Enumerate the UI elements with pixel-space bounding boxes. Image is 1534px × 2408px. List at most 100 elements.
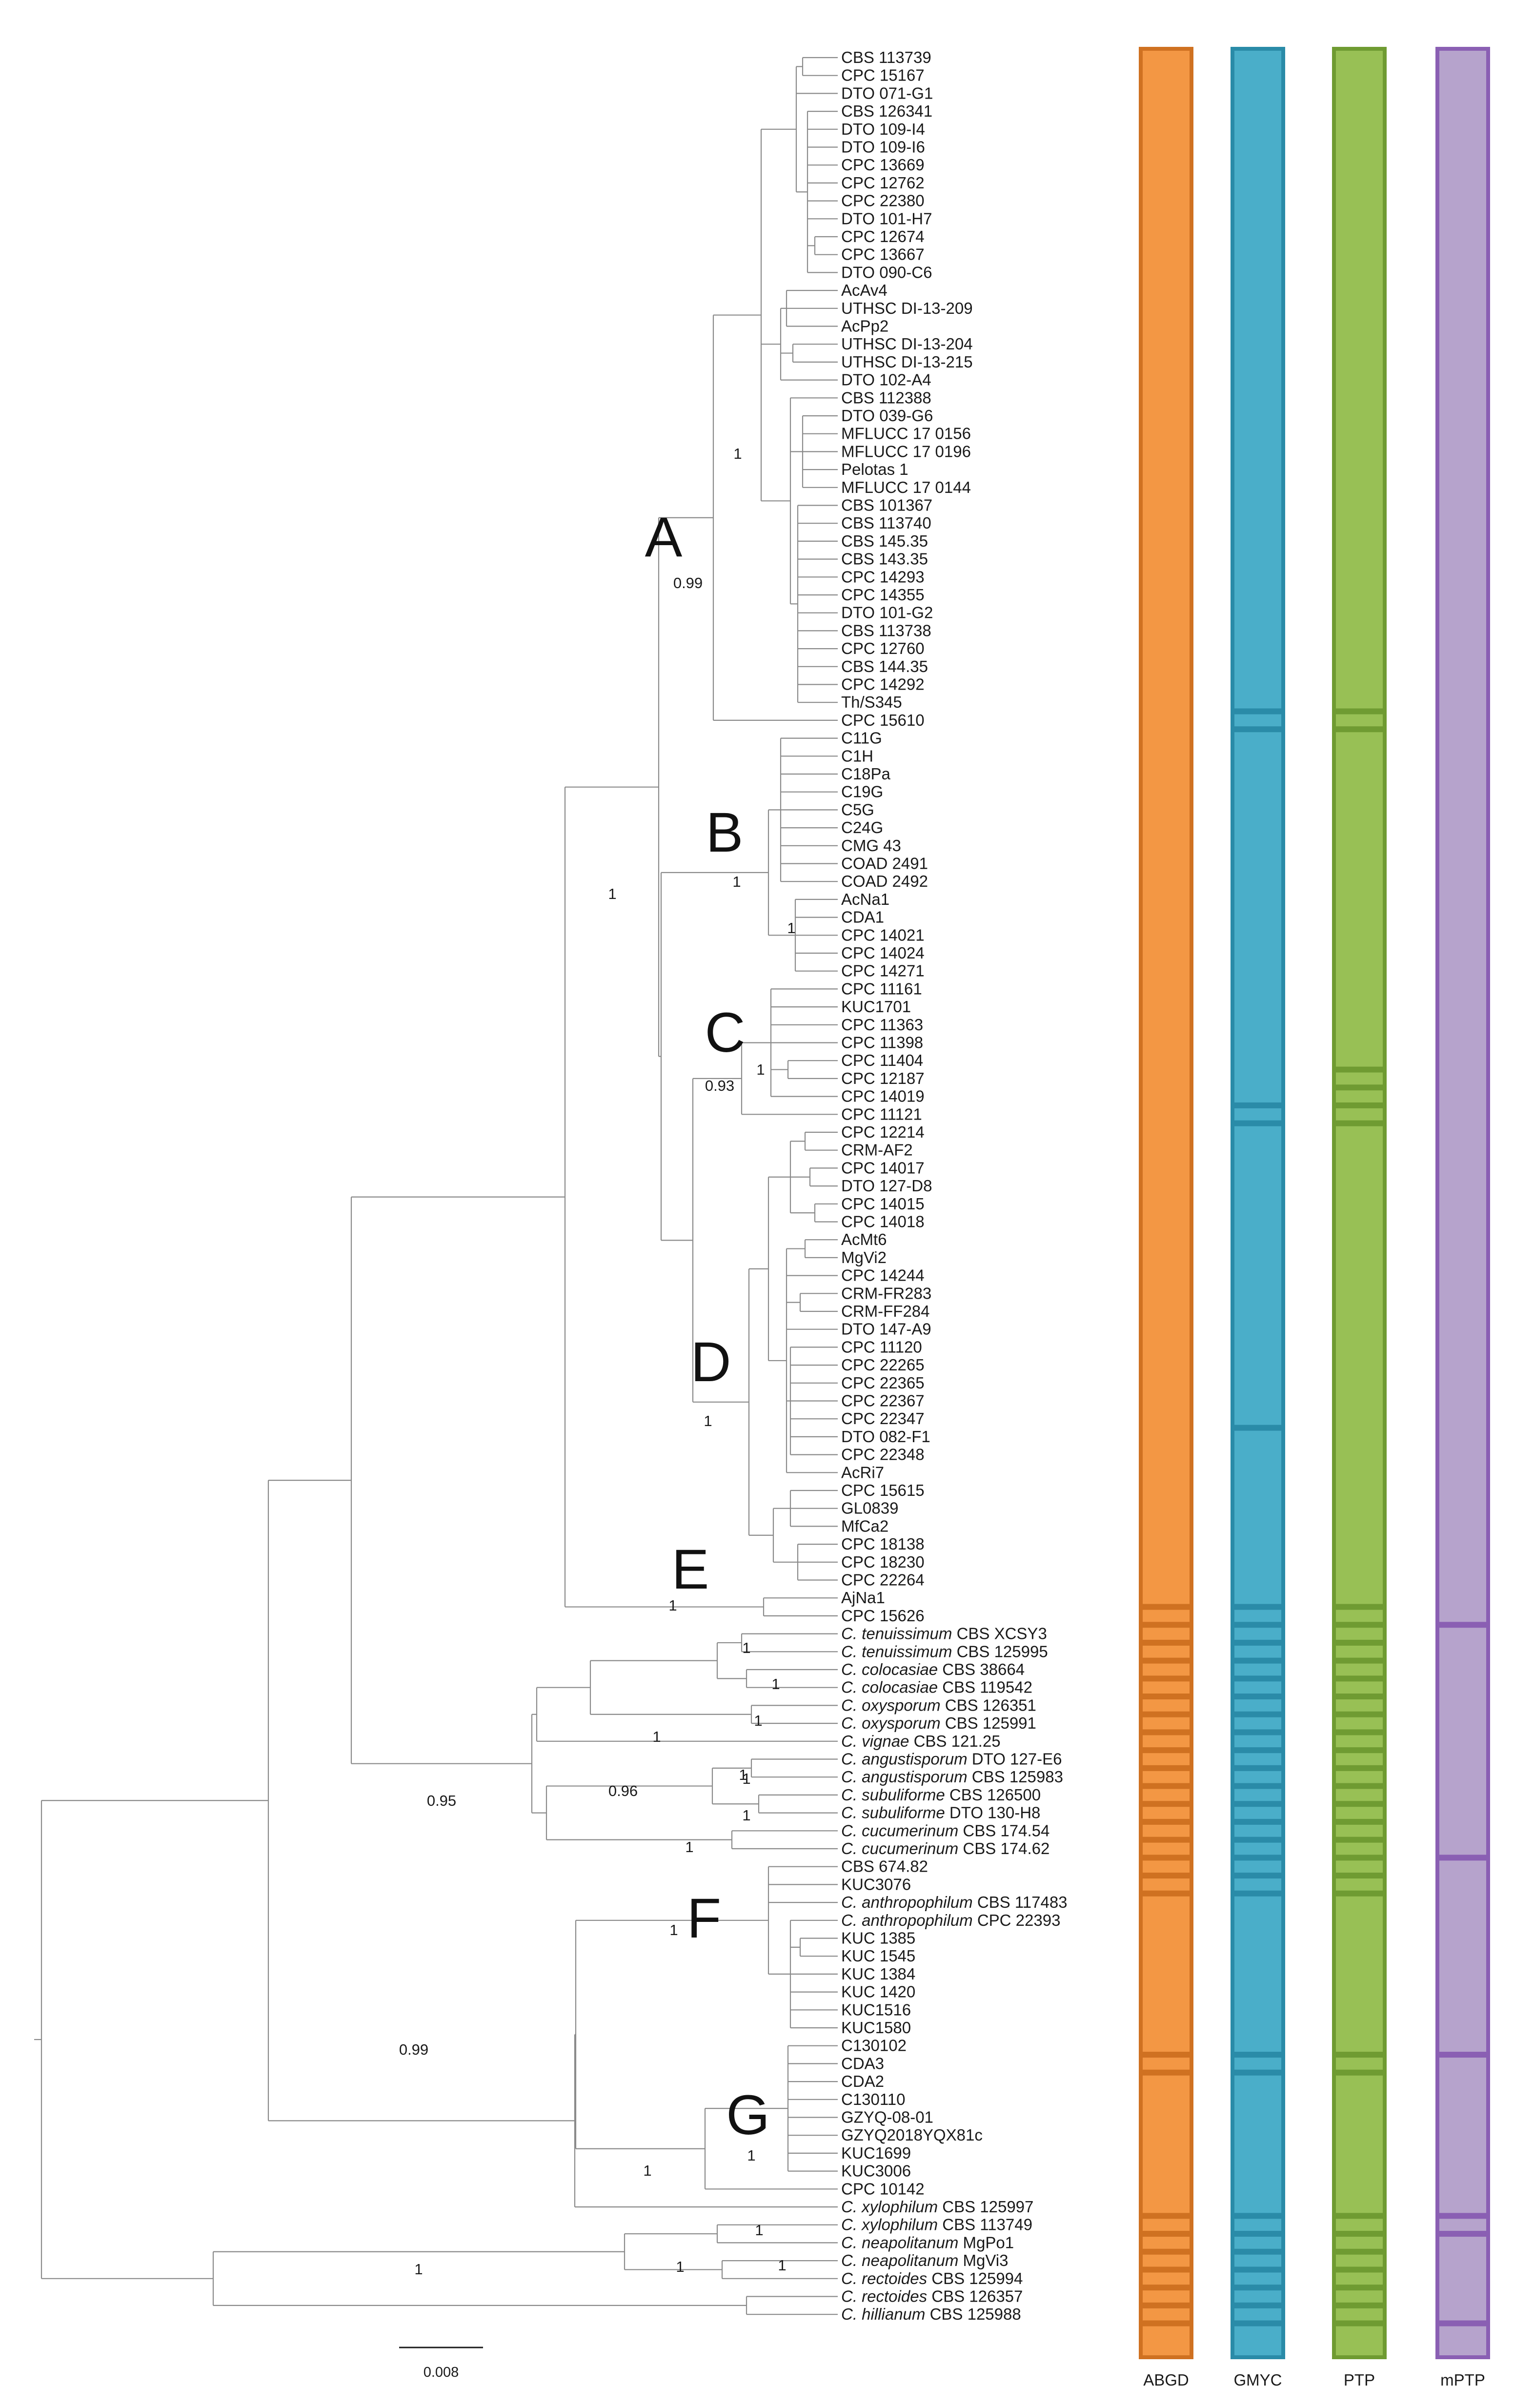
- tip-accession: CPC 11161: [841, 980, 922, 998]
- tip-accession: KUC 1545: [841, 1947, 915, 1965]
- bar-separator: [1334, 1657, 1385, 1664]
- support-value: 1: [742, 1639, 750, 1656]
- tip-label: CDA3: [841, 2054, 884, 2072]
- bar-separator: [1437, 1622, 1488, 1628]
- tip-accession: C18Pa: [841, 765, 891, 783]
- tip-label: CPC 15167: [841, 66, 925, 84]
- tip-label: KUC 1385: [841, 1929, 915, 1947]
- tip-label: C. colocasiae CBS 119542: [841, 1678, 1032, 1696]
- tip-label: UTHSC DI-13-215: [841, 353, 973, 371]
- tip-label: CPC 11120: [841, 1338, 922, 1356]
- tip-label: CBS 101367: [841, 496, 932, 514]
- tip-accession: GL0839: [841, 1499, 898, 1517]
- bar-separator: [1334, 1818, 1385, 1825]
- bar-separator: [1141, 1818, 1191, 1825]
- tip-label: CPC 14021: [841, 926, 925, 944]
- tip-label: C. oxysporum CBS 126351: [841, 1696, 1036, 1714]
- bar-separator: [1141, 1675, 1191, 1682]
- tip-label: C. anthropophilum CBS 117483: [841, 1893, 1068, 1911]
- bar-separator: [1232, 1890, 1283, 1897]
- bar-separator: [1334, 1765, 1385, 1771]
- bar-separator: [1232, 2231, 1283, 2237]
- support-value: 1: [669, 1921, 678, 1939]
- tip-label: UTHSC DI-13-204: [841, 335, 973, 353]
- tip-accession: CPC 14015: [841, 1195, 925, 1213]
- tip-label: C. tenuissimum CBS 125995: [841, 1642, 1048, 1660]
- support-value: 1: [733, 445, 742, 462]
- tip-label: C18Pa: [841, 765, 891, 783]
- tip-accession: AjNa1: [841, 1589, 885, 1607]
- tip-label: CPC 22367: [841, 1392, 925, 1410]
- bar-separator: [1232, 2248, 1283, 2255]
- tip-accession: CBS 117483: [977, 1893, 1068, 1911]
- tip-label: CPC 13667: [841, 245, 925, 264]
- bar-separator: [1141, 1711, 1191, 1717]
- tip-label: MFLUCC 17 0156: [841, 425, 971, 443]
- bar-separator: [1141, 1783, 1191, 1789]
- bar-separator: [1334, 2248, 1385, 2255]
- tip-label: CRM-FR283: [841, 1284, 931, 1302]
- support-value: 1: [755, 2222, 763, 2239]
- bar-separator: [1334, 2285, 1385, 2291]
- tip-label: C. cucumerinum CBS 174.62: [841, 1839, 1050, 1857]
- support-value: 0.99: [673, 574, 703, 592]
- tip-accession: CBS 126351: [945, 1696, 1036, 1714]
- tip-label: KUC 1420: [841, 1983, 915, 2001]
- tip-label: AcNa1: [841, 890, 889, 908]
- tip-label: CPC 15615: [841, 1481, 925, 1499]
- tip-label: AcAv4: [841, 281, 888, 299]
- bar-separator: [1232, 2213, 1283, 2219]
- bar-separator: [1334, 1873, 1385, 1879]
- bar-separator: [1232, 1425, 1283, 1431]
- tip-label: DTO 071-G1: [841, 84, 933, 102]
- tip-label: CPC 22347: [841, 1409, 925, 1428]
- tip-label: DTO 109-I4: [841, 120, 925, 138]
- tip-accession: CBS 126341: [841, 102, 932, 120]
- tip-accession: CPC 14355: [841, 586, 925, 604]
- tip-accession: KUC3006: [841, 2162, 911, 2180]
- bar-separator: [1141, 2069, 1191, 2076]
- tip-label: MfCa2: [841, 1517, 888, 1535]
- tip-label: CBS 113738: [841, 621, 931, 639]
- tip-label: CRM-AF2: [841, 1141, 913, 1159]
- bar-separator: [1334, 1711, 1385, 1717]
- tip-label: COAD 2492: [841, 872, 928, 890]
- tip-accession: CBS XCSY3: [957, 1625, 1047, 1643]
- tip-label: CPC 14018: [841, 1213, 925, 1231]
- tip-accession: UTHSC DI-13-204: [841, 335, 973, 353]
- tip-accession: C24G: [841, 818, 883, 837]
- tip-accession: C5G: [841, 800, 874, 818]
- support-value: 1: [668, 1597, 677, 1614]
- tip-accession: CBS 126500: [949, 1786, 1041, 1804]
- tip-accession: CBS 145.35: [841, 532, 928, 550]
- scale-bar: 0.008: [399, 2347, 483, 2380]
- bar-separator: [1334, 2231, 1385, 2237]
- bar-separator: [1141, 2320, 1191, 2326]
- tip-accession: MFLUCC 17 0196: [841, 442, 971, 460]
- tip-accession: CDA2: [841, 2072, 884, 2090]
- bar-separator: [1334, 1675, 1385, 1682]
- support-value: 1: [643, 2162, 651, 2179]
- bar-separator: [1232, 726, 1283, 733]
- bar-separator: [1334, 2052, 1385, 2058]
- tip-accession: GZYQ2018YQX81c: [841, 2126, 983, 2144]
- bar-separator: [1141, 2213, 1191, 2219]
- tip-label: AcRi7: [841, 1463, 884, 1481]
- bar-separator: [1437, 2052, 1488, 2058]
- bar-separator: [1334, 1622, 1385, 1628]
- tip-accession: CPC 18230: [841, 1553, 925, 1571]
- support-value: 1: [608, 885, 616, 902]
- tip-label: C. anthropophilum CPC 22393: [841, 1911, 1060, 1929]
- tip-accession: CPC 14018: [841, 1213, 925, 1231]
- tip-accession: MFLUCC 17 0144: [841, 478, 971, 496]
- tip-accession: AcAv4: [841, 281, 888, 299]
- tip-accession: Pelotas 1: [841, 460, 908, 478]
- tip-accession: CPC 22348: [841, 1446, 925, 1464]
- bar-separator: [1334, 1639, 1385, 1646]
- tip-label: DTO 102-A4: [841, 371, 931, 389]
- tip-label: CPC 12214: [841, 1123, 925, 1141]
- clade-label-b: B: [706, 801, 744, 864]
- tip-species: C. oxysporum: [841, 1696, 945, 1714]
- bar-separator: [1141, 1657, 1191, 1664]
